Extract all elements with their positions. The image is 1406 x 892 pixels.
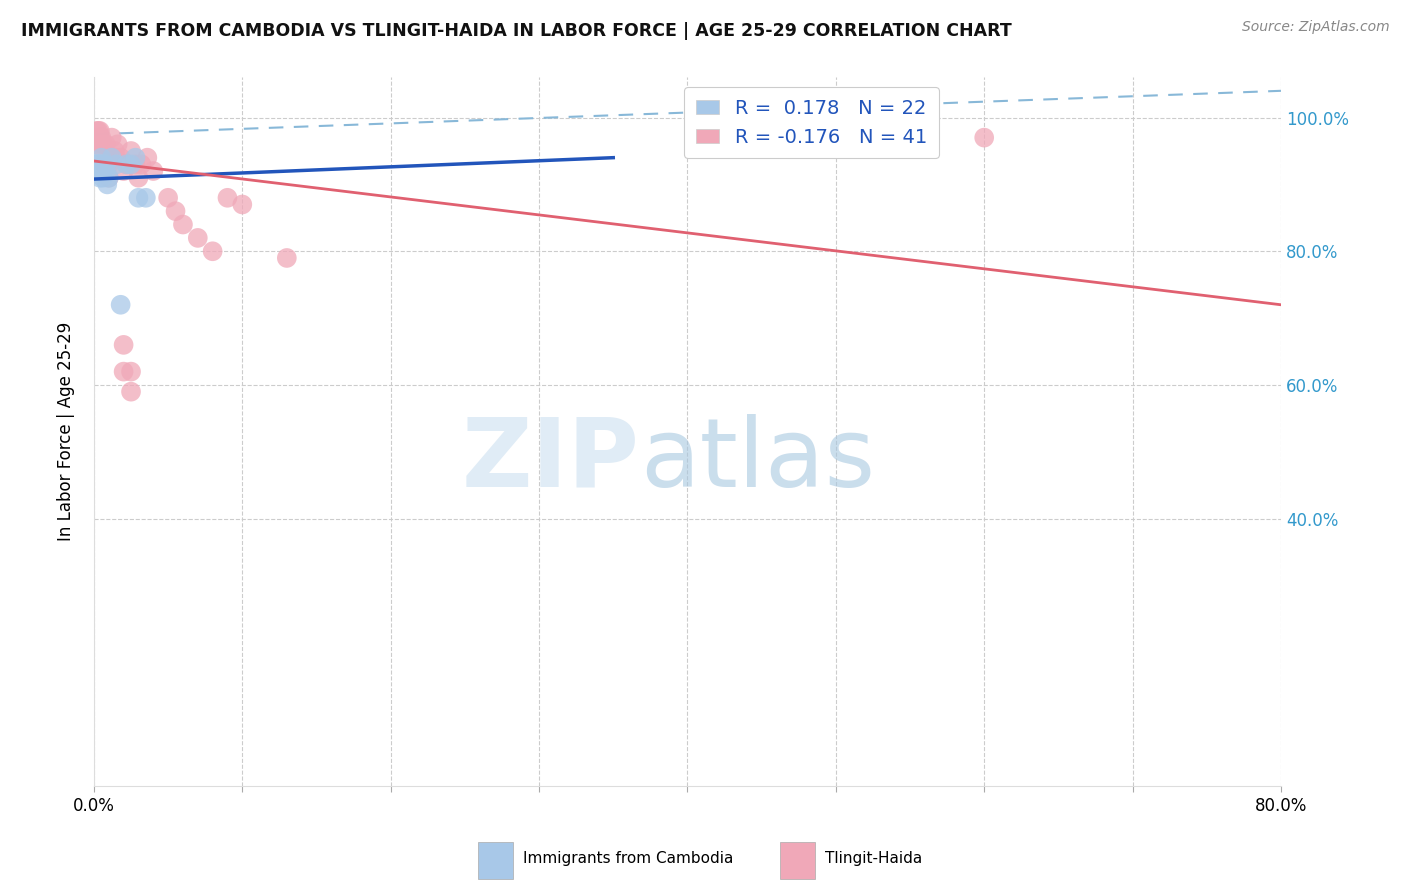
Point <box>231 197 253 211</box>
Point <box>94 164 117 178</box>
Text: Immigrants from Cambodia: Immigrants from Cambodia <box>523 851 734 866</box>
Point <box>110 298 132 312</box>
Point <box>84 137 107 152</box>
Point <box>91 137 114 152</box>
Point <box>120 384 142 399</box>
Point <box>90 130 112 145</box>
Point <box>120 157 142 171</box>
Point <box>96 157 118 171</box>
Point <box>120 144 142 158</box>
Point <box>93 157 115 171</box>
Text: Tlingit-Haida: Tlingit-Haida <box>825 851 922 866</box>
Point <box>89 124 111 138</box>
Point <box>104 144 127 158</box>
Point <box>127 191 149 205</box>
Point <box>124 157 146 171</box>
Point <box>124 151 146 165</box>
Point <box>973 130 995 145</box>
Point <box>105 157 128 171</box>
Point <box>91 164 114 178</box>
Point <box>217 191 239 205</box>
Point <box>187 231 209 245</box>
Point <box>97 170 120 185</box>
Point <box>105 151 128 165</box>
Point <box>87 157 110 171</box>
FancyBboxPatch shape <box>780 842 815 879</box>
Point <box>120 365 142 379</box>
Point <box>100 130 122 145</box>
Point <box>201 244 224 259</box>
Y-axis label: In Labor Force | Age 25-29: In Labor Force | Age 25-29 <box>58 322 75 541</box>
Point <box>135 191 157 205</box>
Point <box>131 157 153 171</box>
Point <box>157 191 180 205</box>
Legend: R =  0.178   N = 22, R = -0.176   N = 41: R = 0.178 N = 22, R = -0.176 N = 41 <box>685 87 939 158</box>
Point <box>91 170 114 185</box>
Point <box>93 144 115 158</box>
FancyBboxPatch shape <box>478 842 513 879</box>
Text: atlas: atlas <box>640 414 875 507</box>
Text: IMMIGRANTS FROM CAMBODIA VS TLINGIT-HAIDA IN LABOR FORCE | AGE 25-29 CORRELATION: IMMIGRANTS FROM CAMBODIA VS TLINGIT-HAID… <box>21 22 1012 40</box>
Point <box>93 157 115 171</box>
Point <box>112 338 135 352</box>
Point <box>89 157 111 171</box>
Point <box>87 130 110 145</box>
Text: Source: ZipAtlas.com: Source: ZipAtlas.com <box>1241 20 1389 34</box>
Point <box>165 204 187 219</box>
Point <box>127 170 149 185</box>
Point <box>87 124 110 138</box>
Point <box>142 164 165 178</box>
Point <box>87 164 110 178</box>
Text: ZIP: ZIP <box>463 414 640 507</box>
Point <box>276 251 298 265</box>
Point <box>96 178 118 192</box>
Point <box>136 151 159 165</box>
Point <box>115 157 138 171</box>
Point <box>90 137 112 152</box>
Point <box>172 218 194 232</box>
Point <box>107 137 129 152</box>
Point <box>100 151 122 165</box>
Point <box>110 151 132 165</box>
Point <box>89 170 111 185</box>
Point <box>90 157 112 171</box>
Point <box>90 151 112 165</box>
Point <box>97 170 120 185</box>
Point <box>89 130 111 145</box>
Point <box>94 137 117 152</box>
Point <box>112 164 135 178</box>
Point <box>86 124 108 138</box>
Point <box>84 157 107 171</box>
Point <box>112 365 135 379</box>
Point <box>86 157 108 171</box>
Point <box>97 157 120 171</box>
Point <box>115 157 138 171</box>
